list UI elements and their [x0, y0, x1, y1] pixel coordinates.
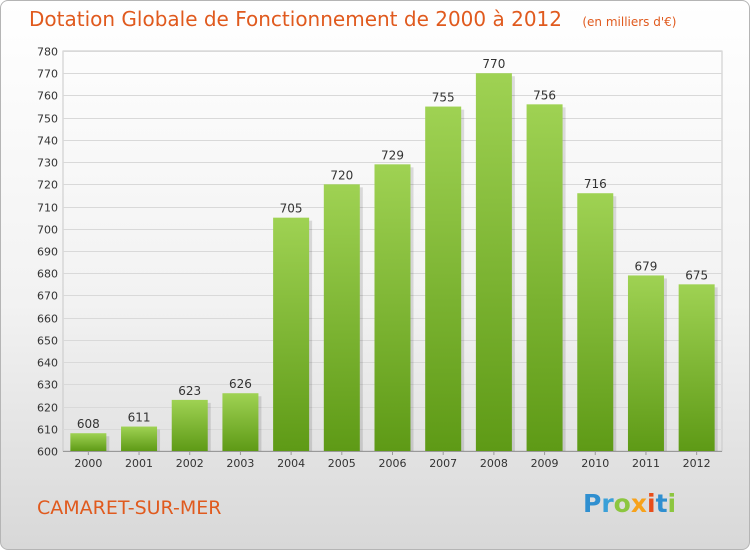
y-tick-label: 750	[37, 113, 58, 126]
x-tick-label: 2006	[379, 457, 407, 470]
bars: 608 611 623 626 705 720 729 755 770 756 716 679 675	[70, 57, 718, 452]
bar-value-label: 626	[229, 377, 252, 391]
bar	[425, 106, 462, 452]
y-tick-label: 650	[37, 335, 58, 348]
x-axis: 2000 2001 2002 2003 2004 2005 2006 2007 2008 2009…	[63, 451, 722, 470]
y-tick-label: 700	[37, 224, 58, 237]
y-tick-label: 680	[37, 268, 58, 281]
bar	[577, 193, 614, 451]
bar	[70, 433, 107, 451]
chart-title: Dotation Globale de Fonctionnement de 20…	[29, 7, 676, 31]
bar	[374, 164, 411, 452]
x-tick-label: 2012	[683, 457, 711, 470]
y-axis: 600 610 620 630 640 650 660 670 680 690 700 710 720 7…	[37, 46, 58, 459]
x-tick-label: 2005	[328, 457, 356, 470]
bar-value-label: 608	[77, 417, 100, 431]
bar-value-label: 770	[482, 57, 505, 71]
y-tick-label: 620	[37, 402, 58, 415]
bar	[323, 184, 360, 452]
commune-name: CAMARET-SUR-MER	[37, 497, 222, 519]
bar	[222, 393, 259, 451]
bar-value-label: 716	[584, 177, 607, 191]
proxiti-logo: Proxiti	[583, 489, 677, 518]
y-tick-label: 600	[37, 446, 58, 459]
y-tick-label: 610	[37, 424, 58, 437]
x-tick-label: 2007	[429, 457, 457, 470]
bar-value-label: 679	[635, 259, 658, 273]
x-tick-label: 2001	[125, 457, 153, 470]
bar	[171, 399, 208, 451]
x-tick-label: 2004	[277, 457, 305, 470]
x-tick-label: 2002	[176, 457, 204, 470]
bar-value-label: 611	[128, 411, 151, 425]
x-tick-label: 2003	[226, 457, 254, 470]
bar-value-label: 675	[685, 268, 708, 282]
y-tick-label: 760	[37, 90, 58, 103]
y-tick-label: 690	[37, 246, 58, 259]
bar-value-label: 705	[280, 202, 303, 216]
y-tick-label: 670	[37, 290, 58, 303]
bar-value-label: 756	[533, 88, 556, 102]
y-tick-label: 630	[37, 379, 58, 392]
bar	[678, 284, 715, 451]
y-tick-label: 770	[37, 68, 58, 81]
bar	[273, 217, 310, 451]
chart-title-text: Dotation Globale de Fonctionnement de 20…	[29, 7, 562, 31]
y-tick-label: 710	[37, 202, 58, 215]
x-tick-label: 2000	[74, 457, 102, 470]
bar-value-label: 623	[178, 384, 201, 398]
chart-unit: (en milliers d'€)	[582, 15, 677, 29]
x-tick-label: 2008	[480, 457, 508, 470]
bar-value-label: 729	[381, 148, 404, 162]
bar	[627, 275, 664, 451]
y-tick-label: 640	[37, 357, 58, 370]
x-tick-label: 2010	[581, 457, 609, 470]
x-tick-label: 2009	[531, 457, 559, 470]
bar-value-label: 755	[432, 91, 455, 105]
y-tick-label: 660	[37, 313, 58, 326]
y-tick-label: 720	[37, 179, 58, 192]
y-tick-label: 730	[37, 157, 58, 170]
bar	[121, 426, 158, 451]
x-tick-label: 2011	[632, 457, 660, 470]
bar	[475, 73, 512, 451]
bar-value-label: 720	[330, 168, 353, 182]
y-tick-label: 780	[37, 46, 58, 59]
bar	[526, 104, 563, 451]
y-tick-label: 740	[37, 135, 58, 148]
